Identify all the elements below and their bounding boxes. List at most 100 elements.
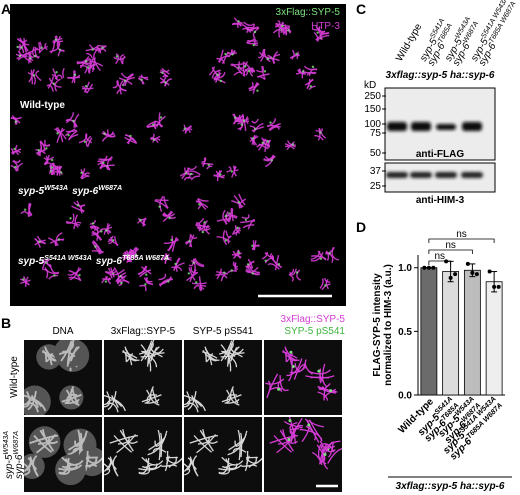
synaptonemal-signal [122,76,135,86]
synaptonemal-signal [248,265,260,274]
syp5-signal [311,65,315,69]
syp5-signal [263,70,267,73]
synaptonemal-signal [22,54,32,63]
synaptonemal-signal [202,157,206,168]
chromosome-signal [289,363,306,374]
synaptonemal-signal [213,170,221,177]
synaptonemal-signal [81,86,87,94]
marker-label: 150 [364,104,381,115]
chromosome-signal [186,459,193,471]
synaptonemal-signal [183,124,193,130]
synaptonemal-signal [97,44,107,47]
chromosome-signal [204,348,213,366]
syp5-signal [51,158,54,162]
synaptonemal-signal [171,266,183,271]
data-point [470,270,475,275]
chromosome-signal [25,399,43,408]
syp5-signal [230,269,233,272]
synaptonemal-signal [304,78,314,86]
synaptonemal-signal [65,220,81,226]
synaptonemal-signal [261,252,268,260]
synaptonemal-signal [150,137,161,141]
chromosome-signal [113,435,132,453]
synaptonemal-signal [185,170,191,180]
marker-label: 250 [364,91,381,102]
allele: W687A [11,431,20,455]
synaptonemal-signal [86,52,93,59]
strain-label: 3xflag::syp-5 ha::syp-6 [396,481,505,492]
data-point [431,265,436,270]
syp5-signal [29,57,32,60]
chromosome-signal [141,456,164,466]
syp5-signal [252,43,255,47]
syp5-signal [247,69,251,73]
channel-label: HTP-3 [311,21,340,32]
genotype: syp-5W543A syp-6W687A [18,183,122,197]
syp5-signal [167,280,170,283]
synaptonemal-signal [52,162,55,175]
synaptonemal-signal [34,238,41,248]
synaptonemal-signal [231,22,242,27]
chromosome-signal [104,463,111,476]
synaptonemal-signal [188,258,195,267]
synaptonemal-signal [39,150,46,157]
chromosome-signal [39,429,55,452]
synaptonemal-signal [153,120,157,130]
synaptonemal-signal [38,42,41,54]
chromosome-signal [184,394,206,412]
gene: syp-5 [4,454,15,479]
chromosome-signal [289,422,298,436]
syp5-signal [52,82,56,85]
synaptonemal-signal [263,155,276,162]
synaptonemal-signal [81,87,94,90]
synaptonemal-signal [263,49,271,63]
synaptonemal-signal [216,268,222,280]
allele: T685A W687A [122,253,169,262]
synaptonemal-signal [193,284,205,290]
syp5-signal [251,244,254,247]
band [462,122,482,131]
chromosome-signal [284,348,293,366]
syp5-signal [187,272,190,275]
synaptonemal-signal [205,224,210,235]
chromosome-signal [321,363,328,388]
syp5-signal [301,70,305,73]
synaptonemal-signal [118,77,133,85]
synaptonemal-signal [83,81,90,93]
tile-content [24,426,102,486]
genotype: syp-6W687A [11,431,25,479]
synaptonemal-signal [34,46,40,60]
synaptonemal-signal [137,265,148,275]
synaptonemal-signal [310,252,324,262]
synaptonemal-signal [216,170,223,182]
synaptonemal-signal [289,268,297,276]
synaptonemal-signal [125,134,132,144]
marker-label: 100 [364,119,381,130]
synaptonemal-signal [232,261,238,268]
syp5-signal [139,218,142,222]
syp5-signal [244,218,248,221]
band [410,172,432,178]
syp5-signal [237,20,240,23]
synaptonemal-signal [268,122,281,131]
chromosome-signal [107,391,117,411]
syp5-signal [152,138,155,141]
syp5-signal [253,30,257,34]
band [461,172,483,178]
synaptonemal-signal [196,198,207,210]
synaptonemal-signal [107,267,115,273]
synaptonemal-signal [13,159,21,163]
synaptonemal-signal [331,247,340,261]
allele: W543A [1,431,10,455]
synaptonemal-signal [206,165,213,170]
syp5-signal [105,229,108,232]
chromosome-signal [321,440,341,462]
chromosome-signal [221,394,242,403]
synaptonemal-signal [251,118,259,124]
synaptonemal-signal [122,253,133,263]
chromosome-signal [24,394,47,412]
synaptonemal-signal [65,119,77,128]
chromosome-signal [323,388,337,401]
ps541-signal [307,423,311,427]
synaptonemal-signal [62,68,65,78]
